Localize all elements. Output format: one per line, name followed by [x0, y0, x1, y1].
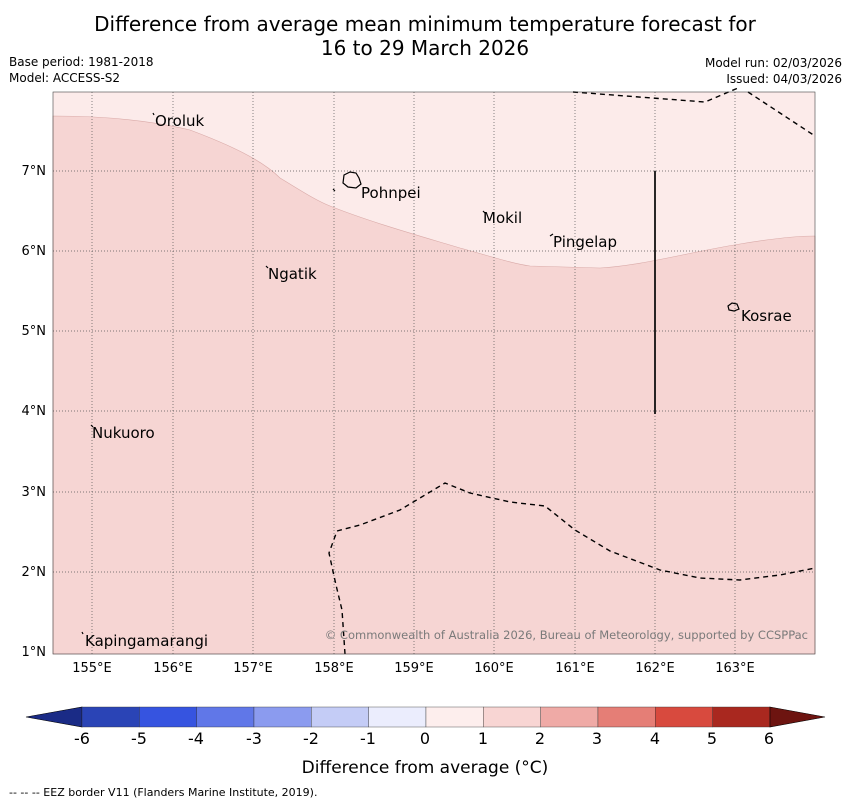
- place-oroluk: Oroluk: [155, 112, 205, 130]
- copyright-notice: © Commonwealth of Australia 2026, Bureau…: [324, 628, 808, 642]
- map-frame: [52, 91, 816, 655]
- lat-label-1n: 1°N: [21, 645, 47, 660]
- chart-title: Difference from average mean minimum tem…: [0, 12, 850, 60]
- lat-label-5n: 5°N: [21, 324, 47, 339]
- colorbar-tick: 2: [534, 729, 546, 748]
- lat-label-4n: 4°N: [21, 404, 47, 419]
- colorbar-swatch: [368, 706, 427, 728]
- lat-label-3n: 3°N: [21, 485, 47, 500]
- colorbar-tick: 5: [706, 729, 718, 748]
- map-band-1-2: [52, 115, 816, 655]
- colorbar-tick: 4: [649, 729, 661, 748]
- colorbar-swatch: [655, 706, 713, 728]
- colorbar-tick: 6: [763, 729, 775, 748]
- colorbar-swatch: [311, 706, 369, 728]
- nukuoro-atoll: [90, 424, 94, 428]
- place-pohnpei: Pohnpei: [361, 184, 421, 202]
- issued-date: Issued: 04/03/2026: [726, 72, 842, 86]
- colorbar-tick: -3: [246, 729, 262, 748]
- meta-right: Model run: 02/03/2026 Issued: 04/03/2026: [705, 55, 842, 87]
- eez-footnote: -- -- -- EEZ border V11 (Flanders Marine…: [9, 786, 318, 799]
- colorbar-tick: -1: [360, 729, 376, 748]
- colorbar-extend-low: [25, 706, 83, 728]
- oroluk-atoll: [152, 112, 155, 116]
- title-line-1: Difference from average mean minimum tem…: [94, 12, 756, 36]
- colorbar-swatch: [425, 706, 484, 728]
- place-pingelap: Pingelap: [553, 233, 618, 251]
- colorbar-tick: 0: [419, 729, 431, 748]
- place-nukuoro: Nukuoro: [92, 424, 155, 442]
- place-ngatik: Ngatik: [268, 265, 317, 283]
- kosrae-island: [727, 302, 740, 312]
- island-outlines: [81, 112, 740, 635]
- pohnpei-islet: [332, 188, 336, 192]
- kapingamarangi-atoll: [81, 631, 84, 635]
- colorbar-swatch: [712, 706, 771, 728]
- colorbar-tick: 1: [477, 729, 489, 748]
- colorbar-title: Difference from average (°C): [301, 758, 549, 778]
- lon-label-163e: 163°E: [715, 661, 755, 676]
- lon-label-155e: 155°E: [72, 661, 112, 676]
- place-kosrae: Kosrae: [741, 307, 792, 325]
- lon-label-157e: 157°E: [233, 661, 273, 676]
- lon-label-156e: 156°E: [153, 661, 193, 676]
- colorbar-tick: -5: [131, 729, 147, 748]
- lat-label-6n: 6°N: [21, 244, 47, 259]
- lon-label-159e: 159°E: [394, 661, 434, 676]
- model-run: Model run: 02/03/2026: [704, 56, 842, 70]
- lon-label-161e: 161°E: [555, 661, 595, 676]
- model-name: Model: ACCESS-S2: [9, 71, 121, 85]
- ngatik-atoll: [265, 265, 269, 269]
- lon-label-162e: 162°E: [635, 661, 675, 676]
- pingelap-atoll: [549, 233, 554, 237]
- colorbar-swatch: [196, 706, 255, 728]
- place-mokil: Mokil: [483, 209, 523, 227]
- colorbar-tick: 3: [591, 729, 603, 748]
- pohnpei-island: [342, 171, 362, 189]
- colorbar-swatch: [139, 706, 197, 728]
- base-period: Base period: 1981-2018: [9, 55, 154, 69]
- colorbar-swatch: [597, 706, 656, 728]
- colorbar-tick: -4: [188, 729, 204, 748]
- colorbar-swatch: [81, 706, 140, 728]
- mokil-atoll: [482, 210, 486, 214]
- lat-label-7n: 7°N: [21, 164, 47, 179]
- title-line-2: 16 to 29 March 2026: [320, 36, 530, 60]
- meta-left: Base period: 1981-2018 Model: ACCESS-S2: [9, 54, 154, 86]
- colorbar-tick: -2: [303, 729, 319, 748]
- colorbar-swatch: [540, 706, 599, 728]
- colorbar-swatch: [483, 706, 541, 728]
- lon-label-160e: 160°E: [474, 661, 514, 676]
- colorbar-tick: -6: [74, 729, 90, 748]
- colorbar: [25, 706, 826, 728]
- lat-label-2n: 2°N: [21, 565, 47, 580]
- colorbar-swatch: [253, 706, 312, 728]
- place-kapingamarangi: Kapingamarangi: [85, 632, 209, 650]
- colorbar-extend-high: [769, 706, 826, 728]
- eez-borders: [328, 87, 816, 655]
- lon-label-158e: 158°E: [314, 661, 354, 676]
